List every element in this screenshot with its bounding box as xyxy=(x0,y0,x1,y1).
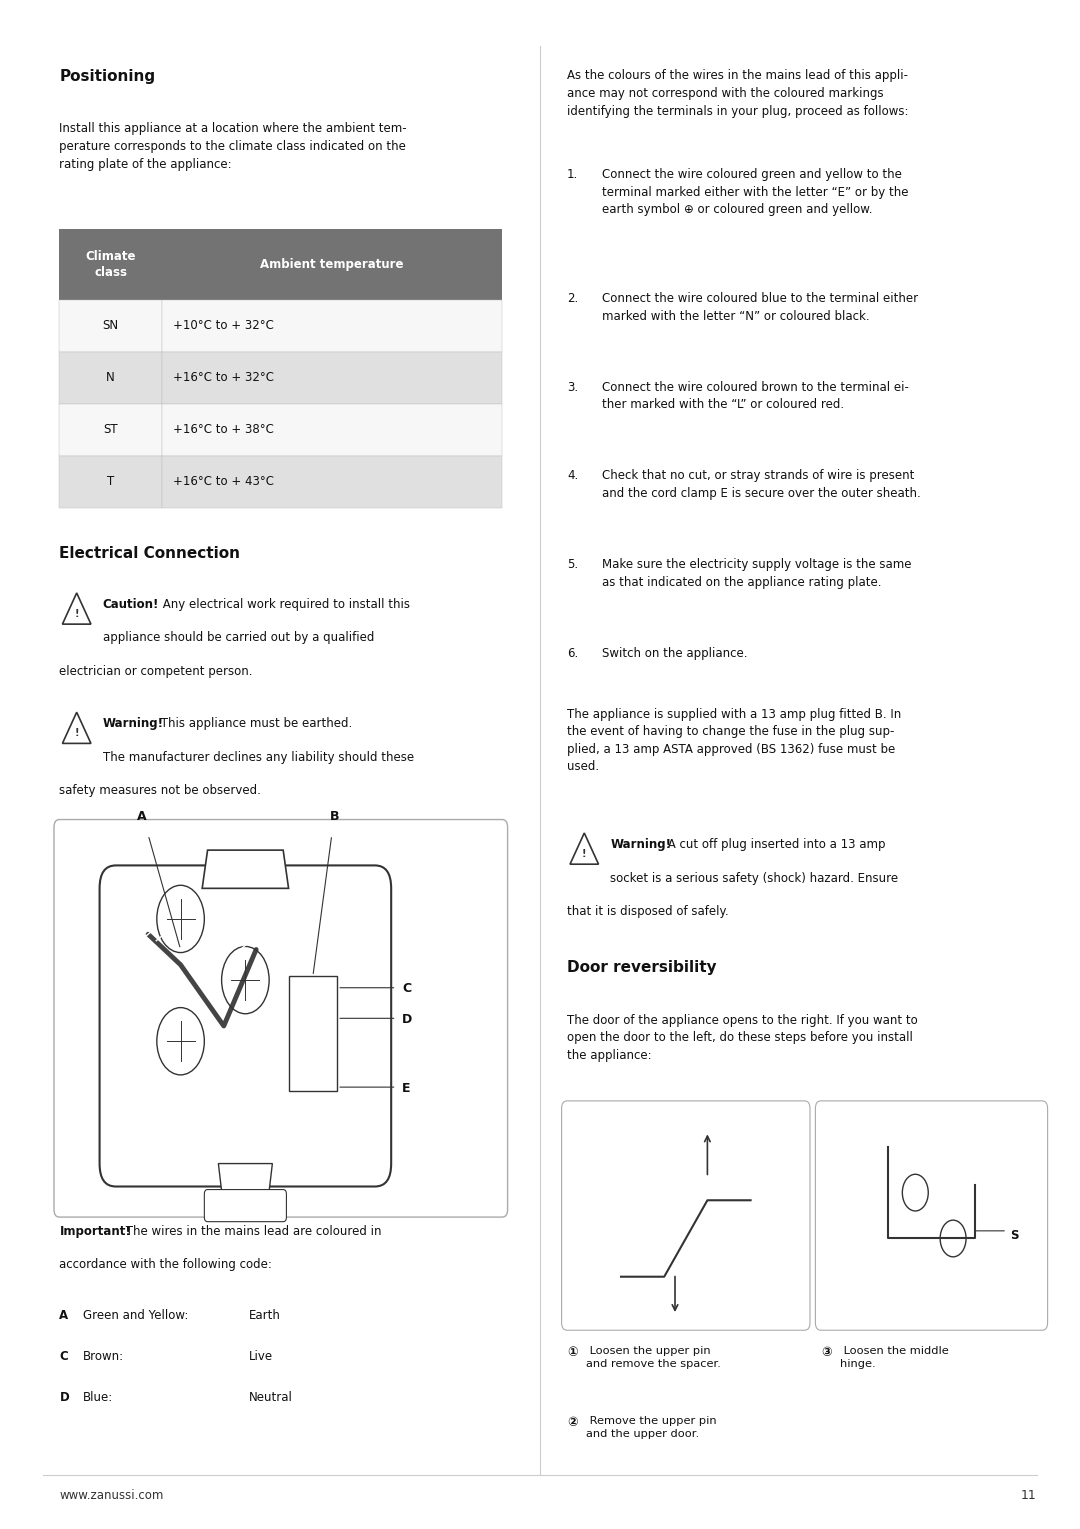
Text: N: N xyxy=(106,372,116,384)
Text: C: C xyxy=(402,982,411,995)
Text: Connect the wire coloured brown to the terminal ei-
ther marked with the “L” or : Connect the wire coloured brown to the t… xyxy=(602,381,908,411)
Text: ②: ② xyxy=(567,1416,578,1430)
Text: Remove the upper pin
and the upper door.: Remove the upper pin and the upper door. xyxy=(586,1416,717,1439)
Text: Ambient temperature: Ambient temperature xyxy=(260,258,404,271)
Text: D: D xyxy=(59,1391,69,1405)
Text: socket is a serious safety (shock) hazard. Ensure: socket is a serious safety (shock) hazar… xyxy=(610,872,899,885)
Text: T: T xyxy=(107,476,114,488)
Text: A cut off plug inserted into a 13 amp: A cut off plug inserted into a 13 amp xyxy=(664,838,886,852)
FancyBboxPatch shape xyxy=(162,352,502,404)
Text: C: C xyxy=(59,1350,68,1364)
Text: safety measures not be observed.: safety measures not be observed. xyxy=(59,784,261,798)
Text: electrician or competent person.: electrician or competent person. xyxy=(59,665,253,679)
Text: 1.: 1. xyxy=(567,168,578,182)
Text: The manufacturer declines any liability should these: The manufacturer declines any liability … xyxy=(103,751,414,764)
FancyBboxPatch shape xyxy=(162,404,502,456)
Polygon shape xyxy=(202,850,288,888)
Text: Green and Yellow:: Green and Yellow: xyxy=(83,1309,189,1323)
FancyBboxPatch shape xyxy=(815,1101,1048,1330)
Text: E: E xyxy=(402,1081,410,1095)
Text: ①: ① xyxy=(567,1346,578,1359)
Text: Any electrical work required to install this: Any electrical work required to install … xyxy=(159,598,409,612)
Text: A: A xyxy=(59,1309,68,1323)
Text: Check that no cut, or stray strands of wire is present
and the cord clamp E is s: Check that no cut, or stray strands of w… xyxy=(602,469,920,500)
Text: The door of the appliance opens to the right. If you want to
open the door to th: The door of the appliance opens to the r… xyxy=(567,1014,918,1061)
FancyBboxPatch shape xyxy=(162,456,502,508)
FancyBboxPatch shape xyxy=(59,229,162,300)
Text: !: ! xyxy=(582,849,586,859)
Text: 13 AMP: 13 AMP xyxy=(309,1020,318,1047)
Text: accordance with the following code:: accordance with the following code: xyxy=(59,1258,272,1272)
Text: Important!: Important! xyxy=(59,1225,131,1238)
Text: S: S xyxy=(1011,1229,1018,1242)
Text: Brown:: Brown: xyxy=(83,1350,124,1364)
FancyBboxPatch shape xyxy=(59,300,162,352)
Text: As the colours of the wires in the mains lead of this appli-
ance may not corres: As the colours of the wires in the mains… xyxy=(567,69,908,118)
Text: ③: ③ xyxy=(821,1346,832,1359)
Text: B: B xyxy=(329,809,339,823)
Text: Make sure the electricity supply voltage is the same
as that indicated on the ap: Make sure the electricity supply voltage… xyxy=(602,558,912,589)
Text: Positioning: Positioning xyxy=(59,69,156,84)
Text: Climate
class: Climate class xyxy=(85,251,136,278)
Text: A: A xyxy=(137,809,147,823)
Text: www.zanussi.com: www.zanussi.com xyxy=(59,1489,164,1501)
FancyBboxPatch shape xyxy=(59,456,162,508)
Text: 6.: 6. xyxy=(567,647,578,661)
Text: Loosen the middle
hinge.: Loosen the middle hinge. xyxy=(840,1346,949,1368)
Text: 5.: 5. xyxy=(567,558,578,572)
Text: 11: 11 xyxy=(1021,1489,1037,1501)
Polygon shape xyxy=(218,1164,272,1209)
Text: +16°C to + 32°C: +16°C to + 32°C xyxy=(173,372,274,384)
FancyBboxPatch shape xyxy=(99,865,391,1187)
FancyBboxPatch shape xyxy=(59,404,162,456)
Text: Neutral: Neutral xyxy=(248,1391,293,1405)
Text: Blue:: Blue: xyxy=(83,1391,113,1405)
FancyBboxPatch shape xyxy=(162,229,502,300)
Text: Electrical Connection: Electrical Connection xyxy=(59,546,241,561)
Text: Loosen the upper pin
and remove the spacer.: Loosen the upper pin and remove the spac… xyxy=(586,1346,721,1368)
Text: +10°C to + 32°C: +10°C to + 32°C xyxy=(173,320,273,332)
Text: Earth: Earth xyxy=(248,1309,281,1323)
Text: ST: ST xyxy=(104,424,118,436)
Text: that it is disposed of safely.: that it is disposed of safely. xyxy=(567,905,729,919)
Text: Install this appliance at a location where the ambient tem-
perature corresponds: Install this appliance at a location whe… xyxy=(59,122,407,171)
Text: 3.: 3. xyxy=(567,381,578,394)
Text: Switch on the appliance.: Switch on the appliance. xyxy=(602,647,747,661)
Text: 4.: 4. xyxy=(567,469,578,483)
FancyBboxPatch shape xyxy=(562,1101,810,1330)
Text: The appliance is supplied with a 13 amp plug fitted B. In
the event of having to: The appliance is supplied with a 13 amp … xyxy=(567,708,901,774)
Text: Warning!: Warning! xyxy=(103,717,163,731)
Text: Caution!: Caution! xyxy=(103,598,159,612)
Text: !: ! xyxy=(75,728,79,739)
Text: appliance should be carried out by a qualified: appliance should be carried out by a qua… xyxy=(103,631,374,645)
Text: +16°C to + 38°C: +16°C to + 38°C xyxy=(173,424,273,436)
FancyBboxPatch shape xyxy=(162,300,502,352)
Text: !: ! xyxy=(75,609,79,619)
Text: Connect the wire coloured green and yellow to the
terminal marked either with th: Connect the wire coloured green and yell… xyxy=(602,168,908,216)
FancyBboxPatch shape xyxy=(59,352,162,404)
Text: This appliance must be earthed.: This appliance must be earthed. xyxy=(157,717,352,731)
Text: 2.: 2. xyxy=(567,292,578,306)
Text: Connect the wire coloured blue to the terminal either
marked with the letter “N”: Connect the wire coloured blue to the te… xyxy=(602,292,918,323)
Text: +16°C to + 43°C: +16°C to + 43°C xyxy=(173,476,274,488)
Text: Door reversibility: Door reversibility xyxy=(567,960,717,976)
FancyBboxPatch shape xyxy=(204,1190,286,1222)
Text: Live: Live xyxy=(248,1350,272,1364)
Text: D: D xyxy=(402,1012,413,1026)
Text: The wires in the mains lead are coloured in: The wires in the mains lead are coloured… xyxy=(122,1225,381,1238)
Text: SN: SN xyxy=(103,320,119,332)
Text: Warning!: Warning! xyxy=(610,838,671,852)
FancyBboxPatch shape xyxy=(54,820,508,1217)
FancyBboxPatch shape xyxy=(288,977,337,1092)
